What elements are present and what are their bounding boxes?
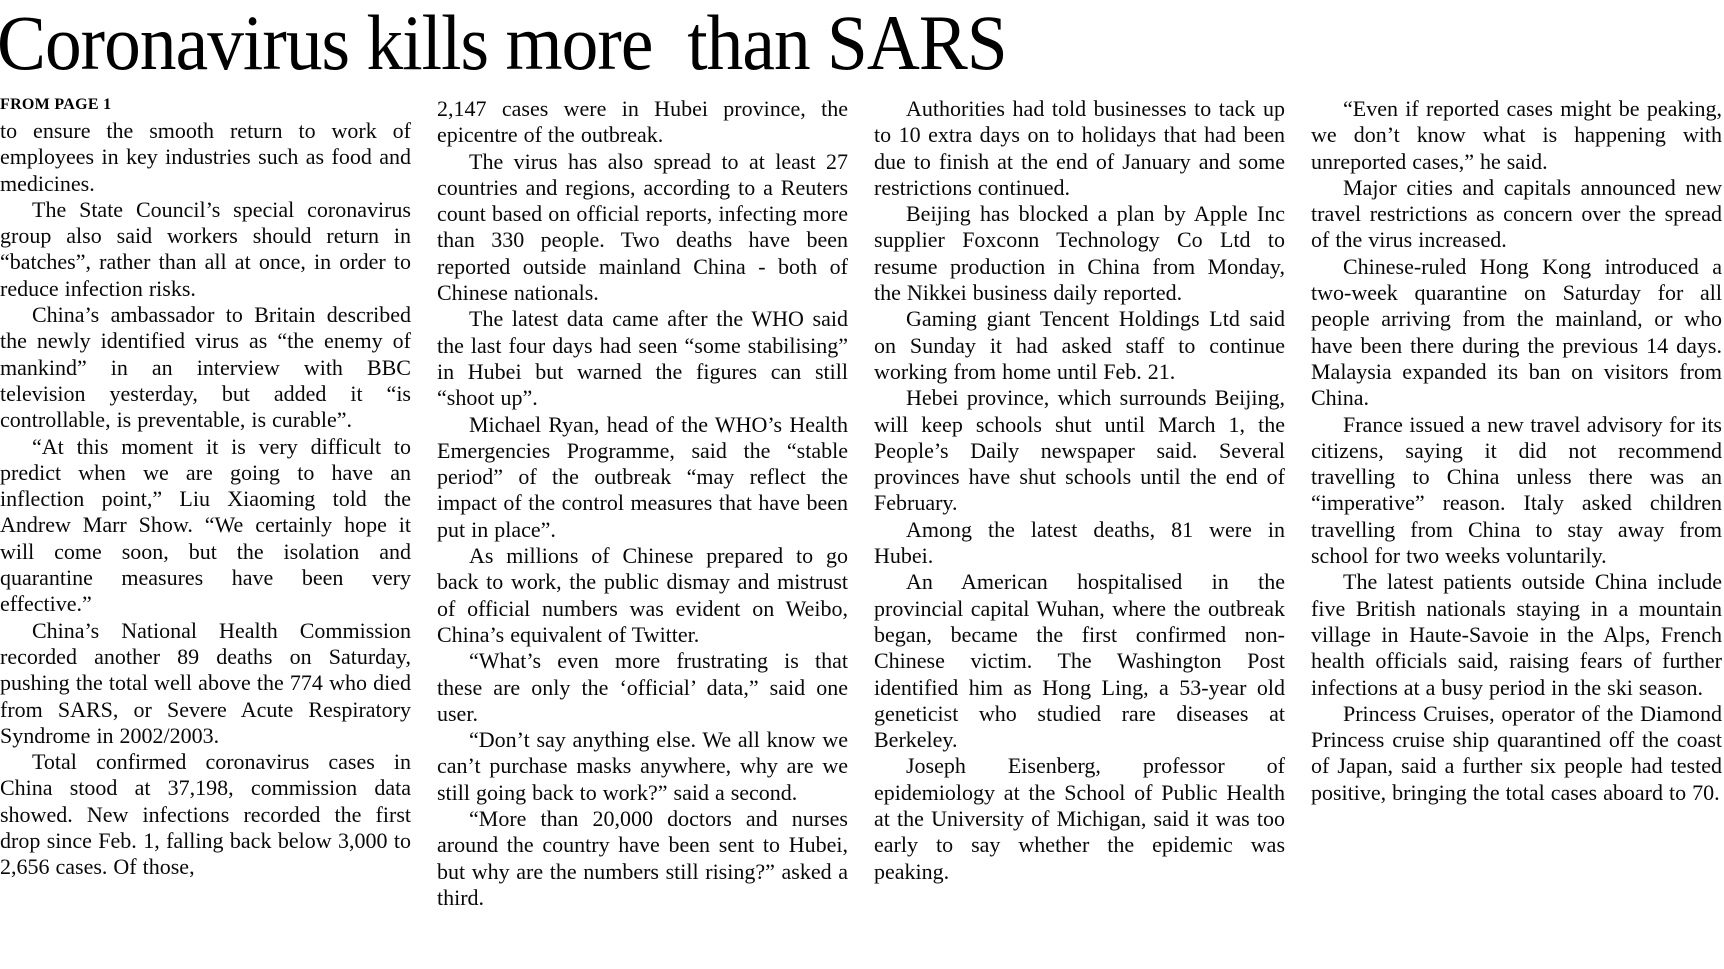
paragraph: Beijing has blocked a plan by Apple Inc … bbox=[874, 201, 1285, 306]
paragraph: Authorities had told businesses to tack … bbox=[874, 96, 1285, 200]
paragraph: to ensure the smooth return to work of e… bbox=[0, 118, 411, 196]
paragraph: “Don’t say anything else. We all know we… bbox=[437, 727, 848, 805]
paragraph: Princess Cruises, operator of the Diamon… bbox=[1311, 700, 1722, 805]
paragraph: The State Council’s special coronavirus … bbox=[0, 196, 411, 301]
paragraph: Hebei province, which surrounds Beijing,… bbox=[874, 385, 1285, 516]
paragraph: “At this moment it is very difficult to … bbox=[0, 433, 411, 617]
article-column-3: Authorities had told businesses to tack … bbox=[874, 96, 1285, 911]
paragraph: France issued a new travel advisory for … bbox=[1311, 411, 1722, 569]
paragraph: Gaming giant Tencent Holdings Ltd said o… bbox=[874, 306, 1285, 384]
paragraph: China’s National Health Commission recor… bbox=[0, 617, 411, 748]
paragraph: Total confirmed coronavirus cases in Chi… bbox=[0, 749, 411, 880]
paragraph: China’s ambassador to Britain described … bbox=[0, 302, 411, 433]
paragraph: An American hospitalised in the provinci… bbox=[874, 569, 1285, 753]
paragraph: Joseph Eisenberg, professor of epidemiol… bbox=[874, 753, 1285, 884]
paragraph: Chinese-ruled Hong Kong introduced a two… bbox=[1311, 253, 1722, 411]
paragraph: The latest patients outside China includ… bbox=[1311, 569, 1722, 700]
article-columns: FROM PAGE 1 to ensure the smooth return t… bbox=[0, 96, 1724, 911]
paragraph: “More than 20,000 doctors and nurses aro… bbox=[437, 806, 848, 910]
from-page-label: FROM PAGE 1 bbox=[0, 96, 112, 113]
paragraph: “What’s even more frustrating is that th… bbox=[437, 648, 848, 726]
paragraph: The latest data came after the WHO said … bbox=[437, 306, 848, 411]
paragraph: Michael Ryan, head of the WHO’s Health E… bbox=[437, 411, 848, 542]
paragraph: The virus has also spread to at least 27… bbox=[437, 148, 848, 306]
article-headline: Coronavirus kills more than SARS bbox=[0, 0, 1008, 86]
paragraph: “Even if reported cases might be peaking… bbox=[1311, 96, 1722, 174]
paragraph: Major cities and capitals announced new … bbox=[1311, 174, 1722, 253]
paragraph: 2,147 cases were in Hubei province, the … bbox=[437, 96, 848, 148]
article-column-2: 2,147 cases were in Hubei province, the … bbox=[437, 96, 848, 911]
article-column-4: “Even if reported cases might be peaking… bbox=[1311, 96, 1722, 911]
paragraph: As millions of Chinese prepared to go ba… bbox=[437, 543, 848, 647]
article-column-1: FROM PAGE 1 to ensure the smooth return t… bbox=[0, 96, 411, 911]
paragraph: Among the latest deaths, 81 were in Hube… bbox=[874, 516, 1285, 569]
